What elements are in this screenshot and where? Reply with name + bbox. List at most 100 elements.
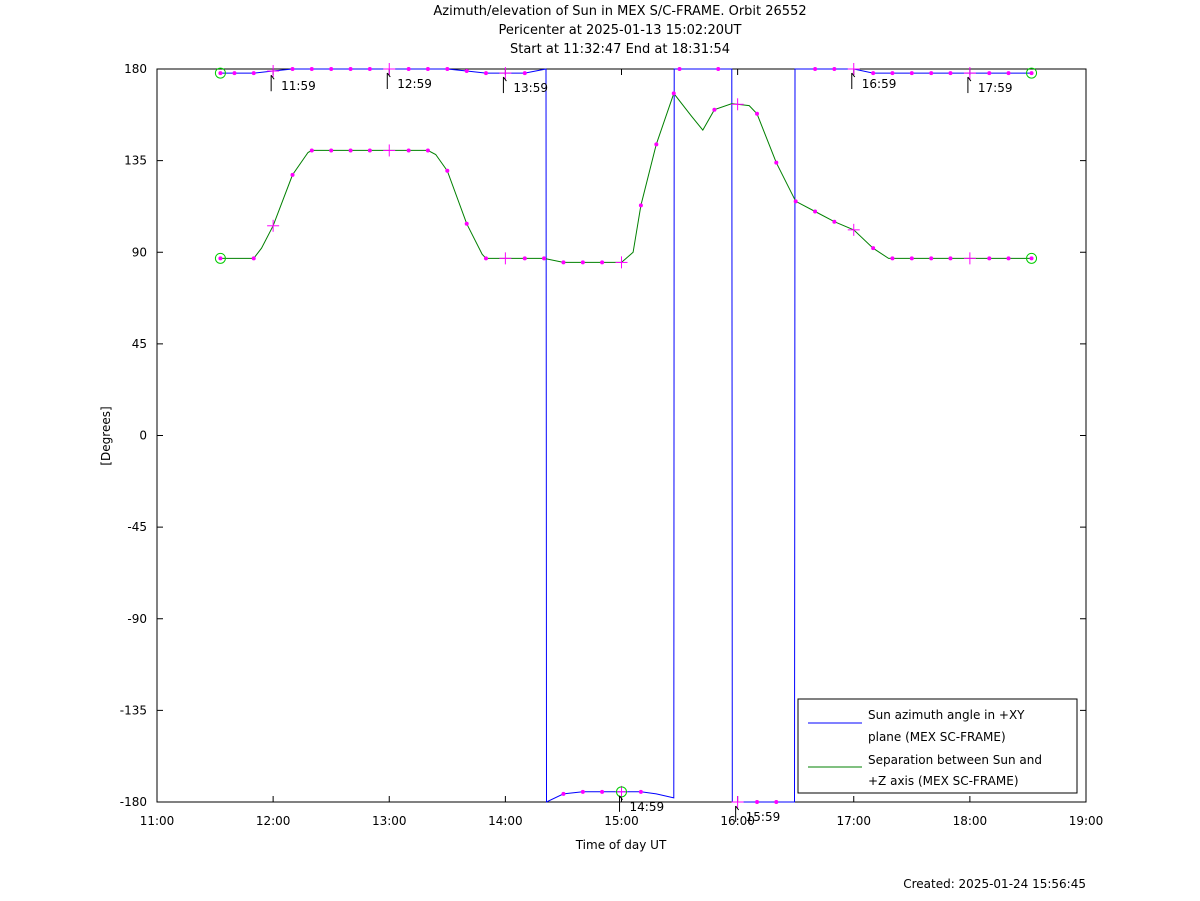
annotation-tick xyxy=(386,72,391,78)
data-point-marker xyxy=(832,219,837,224)
azimuth-line xyxy=(220,68,1032,803)
data-point-marker xyxy=(987,256,992,261)
annotation-label: 15:59 xyxy=(746,810,781,824)
y-tick-label: 135 xyxy=(124,154,147,168)
data-point-marker xyxy=(755,111,760,116)
y-tick-label: 90 xyxy=(132,245,147,259)
y-tick-label: -135 xyxy=(120,703,147,717)
data-point-marker xyxy=(671,91,676,96)
legend: Sun azimuth angle in +XY plane (MEX SC-F… xyxy=(797,698,1078,794)
data-point-marker xyxy=(309,67,314,71)
data-point-marker xyxy=(909,256,914,261)
data-point-marker xyxy=(464,69,469,74)
endpoint-circle xyxy=(214,252,226,264)
endpoint-circle xyxy=(1026,252,1038,264)
annotation-tick xyxy=(503,76,507,82)
data-point-marker xyxy=(987,71,992,76)
data-point-marker xyxy=(329,67,334,71)
annotation-label: 12:59 xyxy=(397,77,432,91)
series-layer xyxy=(220,68,1032,803)
data-point-marker xyxy=(290,67,295,71)
data-point-marker xyxy=(561,791,566,796)
data-point-marker xyxy=(813,209,818,214)
data-point-marker xyxy=(580,789,585,794)
data-point-marker xyxy=(677,67,682,71)
annotation-layer: 11:59 12:59 13:59 14:59 15:59 16:59 17:59 xyxy=(270,72,1013,824)
annotation-tick xyxy=(735,805,740,811)
data-point-marker xyxy=(638,789,643,794)
y-tick-label: 180 xyxy=(124,62,147,76)
data-point-marker xyxy=(329,148,334,153)
y-axis-label: [Degrees] xyxy=(99,406,113,465)
annotation-label: 17:59 xyxy=(978,81,1013,95)
created-timestamp: Created: 2025-01-24 15:56:45 xyxy=(903,877,1086,891)
pericenter-subtitle: Pericenter at 2025-01-13 15:02:20UT xyxy=(498,23,742,38)
legend-label-azimuth-2: plane (MEX SC-FRAME) xyxy=(868,730,1006,744)
data-point-marker xyxy=(406,67,411,71)
data-point-marker xyxy=(425,67,430,71)
x-tick-label: 15:00 xyxy=(604,814,639,828)
data-point-marker xyxy=(948,256,953,261)
data-point-marker xyxy=(793,199,798,204)
data-point-marker xyxy=(218,256,223,261)
y-tick-label: -90 xyxy=(127,612,147,626)
y-tick-label: 0 xyxy=(139,429,147,443)
data-point-marker xyxy=(522,256,527,261)
legend-label-separation-1: Separation between Sun and xyxy=(868,753,1042,767)
data-point-marker xyxy=(542,256,547,261)
x-axis-label: Time of day UT xyxy=(575,838,667,852)
data-point-marker xyxy=(251,256,256,261)
x-tick-label: 13:00 xyxy=(372,814,407,828)
annotation-label: 16:59 xyxy=(862,77,897,91)
data-point-marker xyxy=(580,260,585,265)
x-tick-label: 18:00 xyxy=(953,814,988,828)
chart-title: Azimuth/elevation of Sun in MEX S/C-FRAM… xyxy=(433,4,807,19)
data-point-marker xyxy=(755,800,760,804)
legend-label-separation-2: +Z axis (MEX SC-FRAME) xyxy=(868,774,1019,788)
plot-frame xyxy=(156,68,1087,803)
data-point-marker xyxy=(348,67,353,71)
data-point-marker xyxy=(929,71,934,76)
data-point-marker xyxy=(871,246,876,251)
data-point-marker xyxy=(445,168,450,173)
axes-frame: 11:00 12:00 13:00 14:00 15:00 16:00 17:00 18:00… xyxy=(120,62,1104,828)
start-end-subtitle: Start at 11:32:47 End at 18:31:54 xyxy=(509,42,731,57)
data-point-marker xyxy=(309,148,314,153)
endpoint-circle xyxy=(1026,67,1038,79)
data-point-marker xyxy=(890,71,895,76)
data-point-marker xyxy=(348,148,353,153)
data-point-marker xyxy=(251,71,256,76)
data-point-marker xyxy=(522,71,527,76)
annotation-label: 13:59 xyxy=(513,81,548,95)
data-point-marker xyxy=(774,160,779,165)
x-tick-label: 11:00 xyxy=(140,814,175,828)
data-point-marker xyxy=(290,172,295,177)
data-point-marker xyxy=(948,71,953,76)
y-tick-label: -45 xyxy=(127,520,147,534)
data-point-marker xyxy=(774,800,779,804)
data-point-marker xyxy=(367,148,372,153)
annotation-tick xyxy=(967,76,972,82)
data-point-marker xyxy=(929,256,934,261)
data-point-marker xyxy=(561,260,566,265)
data-point-marker xyxy=(712,107,717,112)
legend-label-azimuth-1: Sun azimuth angle in +XY xyxy=(868,708,1025,722)
data-point-marker xyxy=(716,67,721,71)
data-point-marker xyxy=(425,148,430,153)
data-point-marker xyxy=(600,260,605,265)
data-point-marker xyxy=(638,203,643,208)
endpoint-circle xyxy=(214,67,226,79)
x-tick-label: 19:00 xyxy=(1069,814,1104,828)
y-tick-label: -180 xyxy=(120,795,147,809)
data-point-marker xyxy=(654,142,659,147)
data-point-marker xyxy=(1029,71,1034,76)
x-tick-label: 17:00 xyxy=(836,814,871,828)
data-point-marker xyxy=(464,221,469,226)
marker-layer xyxy=(214,63,1038,808)
data-point-marker xyxy=(1006,71,1011,76)
data-point-marker xyxy=(406,148,411,153)
endpoint-circle xyxy=(616,786,627,798)
data-point-marker xyxy=(600,789,605,794)
data-point-marker xyxy=(483,71,488,76)
